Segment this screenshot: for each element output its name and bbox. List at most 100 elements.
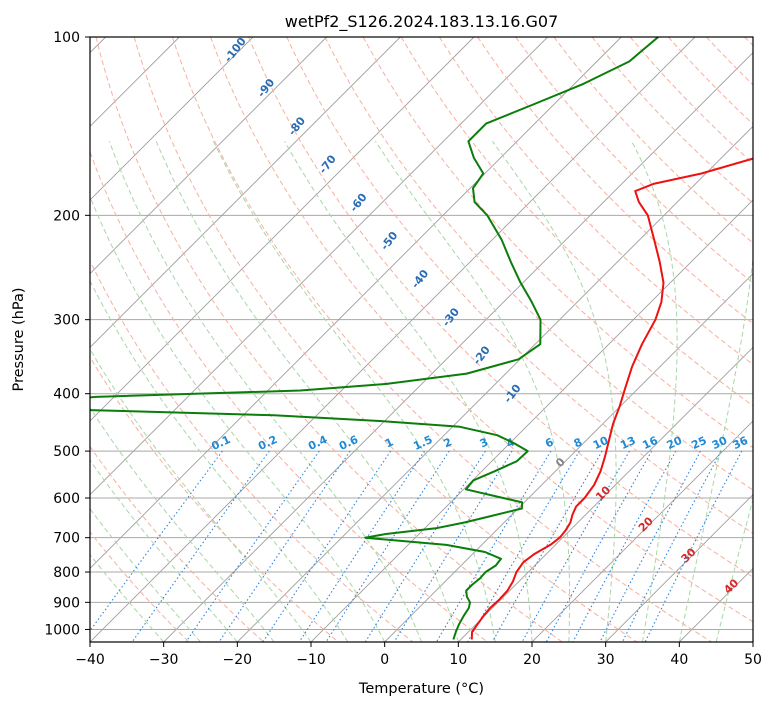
dry-adiabat-line: [400, 37, 753, 407]
isotherm-line: [458, 346, 753, 642]
mixing-ratio-label: 1.5: [411, 433, 434, 453]
mixing-ratio-label: 1: [383, 435, 395, 450]
temperature-profile-line: [470, 157, 753, 640]
x-tick-label: 50: [744, 652, 762, 668]
dry-adiabat-label: -40: [409, 267, 432, 291]
moist-adiabat-line: [155, 141, 459, 642]
mixing-ratio-line: [545, 450, 653, 642]
mixing-ratio-label: 16: [640, 434, 660, 452]
mixing-ratio-line: [599, 450, 701, 642]
mixing-ratio-label: 13: [618, 434, 637, 452]
sounding-profiles: [90, 37, 753, 640]
isotherm-line: [90, 37, 696, 642]
y-tick-label: 200: [53, 208, 80, 224]
isotherm-line: [90, 37, 475, 422]
mixing-ratio-line: [644, 450, 743, 642]
moist-adiabat-line: [90, 553, 165, 642]
moist-adiabat-line: [678, 253, 753, 642]
moist-adiabat-line: [90, 406, 275, 642]
isotherm-line: [605, 494, 753, 642]
dewpoint-profile-line: [90, 37, 659, 640]
mixing-ratio-label: 3: [478, 435, 490, 450]
isotherm-line: [531, 420, 753, 642]
x-tick-label: −40: [75, 652, 105, 668]
moist-adiabat-label: 40: [721, 576, 741, 596]
chart-line-labels: 0.1 0.2 0.4 0.6 1 1.5 2 3 4 6 8 10 13 16 20 25 30 36-100-…: [209, 37, 751, 597]
isotherm-line: [90, 37, 254, 201]
y-tick-label: 900: [53, 595, 80, 611]
dry-adiabat-label: -80: [286, 114, 309, 138]
dry-adiabat-line: [90, 531, 190, 642]
dry-adiabat-label: -10: [501, 382, 524, 406]
dry-adiabat-line: [133, 37, 638, 642]
x-tick-label: 40: [670, 652, 688, 668]
dry-adiabat-line: [744, 37, 753, 47]
mixing-ratio-line: [491, 450, 603, 642]
mixing-ratio-label: 0.6: [337, 433, 360, 453]
mixing-ratio-line: [572, 450, 677, 642]
mixing-ratio-line: [185, 450, 320, 642]
isotherm-line: [752, 641, 753, 642]
dry-adiabat-line: [171, 37, 712, 642]
dry-adiabat-line: [629, 37, 753, 165]
moist-adiabat-line: [90, 459, 238, 642]
moist-adiabat-label: 10: [593, 483, 613, 503]
dry-adiabat-line: [362, 37, 753, 449]
y-tick-label: 800: [53, 565, 80, 581]
mixing-ratio-label: 30: [710, 434, 730, 452]
moist-adiabat-line: [284, 141, 533, 642]
dry-adiabat-line: [477, 37, 753, 325]
moist-adiabat-line: [90, 279, 349, 642]
mixing-ratio-line: [393, 450, 513, 642]
dry-adiabat-line: [248, 37, 753, 578]
mixing-ratio-line: [521, 450, 630, 642]
dry-adiabat-label: -50: [378, 229, 401, 253]
mixing-ratio-line: [298, 450, 425, 642]
mixing-ratio-line: [218, 450, 351, 642]
dry-adiabat-line: [324, 37, 753, 491]
y-tick-label: 300: [53, 313, 80, 329]
y-tick-label: 100: [53, 30, 80, 46]
moist-adiabat-line: [212, 141, 496, 642]
x-axis-label: Temperature (°C): [358, 681, 484, 697]
dry-adiabat-line: [515, 37, 753, 284]
mixing-ratio-label: 20: [665, 434, 685, 452]
dry-adiabat-line: [90, 445, 264, 642]
x-tick-label: 0: [380, 652, 389, 668]
x-tick-label: 20: [523, 652, 541, 668]
y-tick-label: 1000: [44, 622, 80, 638]
x-tick-label: 10: [449, 652, 467, 668]
x-tick-label: −30: [149, 652, 179, 668]
dry-adiabat-label: -30: [440, 305, 463, 329]
y-tick-label: 700: [53, 531, 80, 547]
mixing-ratio-line: [131, 450, 270, 642]
isotherm-line: [90, 37, 622, 569]
y-tick-label: 400: [53, 387, 80, 403]
dry-adiabat-label: -60: [347, 191, 370, 215]
mixing-ratio-label: 0.1: [209, 433, 232, 453]
mixing-ratio-label: 36: [731, 434, 751, 452]
mixing-ratio-label: 0.4: [306, 433, 329, 453]
y-axis-label: Pressure (hPa): [11, 287, 27, 391]
moist-adiabat-label: 0: [553, 455, 568, 470]
dry-adiabat-line: [438, 37, 753, 366]
mixing-ratio-line: [467, 450, 580, 642]
axes: −40 −30 −20 −10 0 10 20 30 40 5010020030040050060…: [44, 30, 762, 668]
x-tick-label: −10: [296, 652, 326, 668]
mixing-ratio-label: 2: [442, 435, 454, 450]
moist-adiabat-line: [492, 141, 617, 642]
x-tick-label: −20: [223, 652, 253, 668]
moist-adiabat-line: [90, 348, 312, 642]
mixing-ratio-line: [90, 450, 223, 632]
isotherm-line: [90, 37, 327, 275]
dry-adiabat-label: -90: [255, 76, 278, 100]
moist-adiabat-label: 20: [636, 514, 656, 534]
moist-adiabat-line: [90, 507, 201, 642]
isotherm-line: [90, 37, 401, 348]
dry-adiabat-line: [210, 37, 753, 623]
x-tick-label: 30: [597, 652, 615, 668]
mixing-ratio-line: [621, 450, 722, 642]
moist-adiabat-line: [715, 497, 753, 642]
isotherm-line: [90, 37, 548, 496]
